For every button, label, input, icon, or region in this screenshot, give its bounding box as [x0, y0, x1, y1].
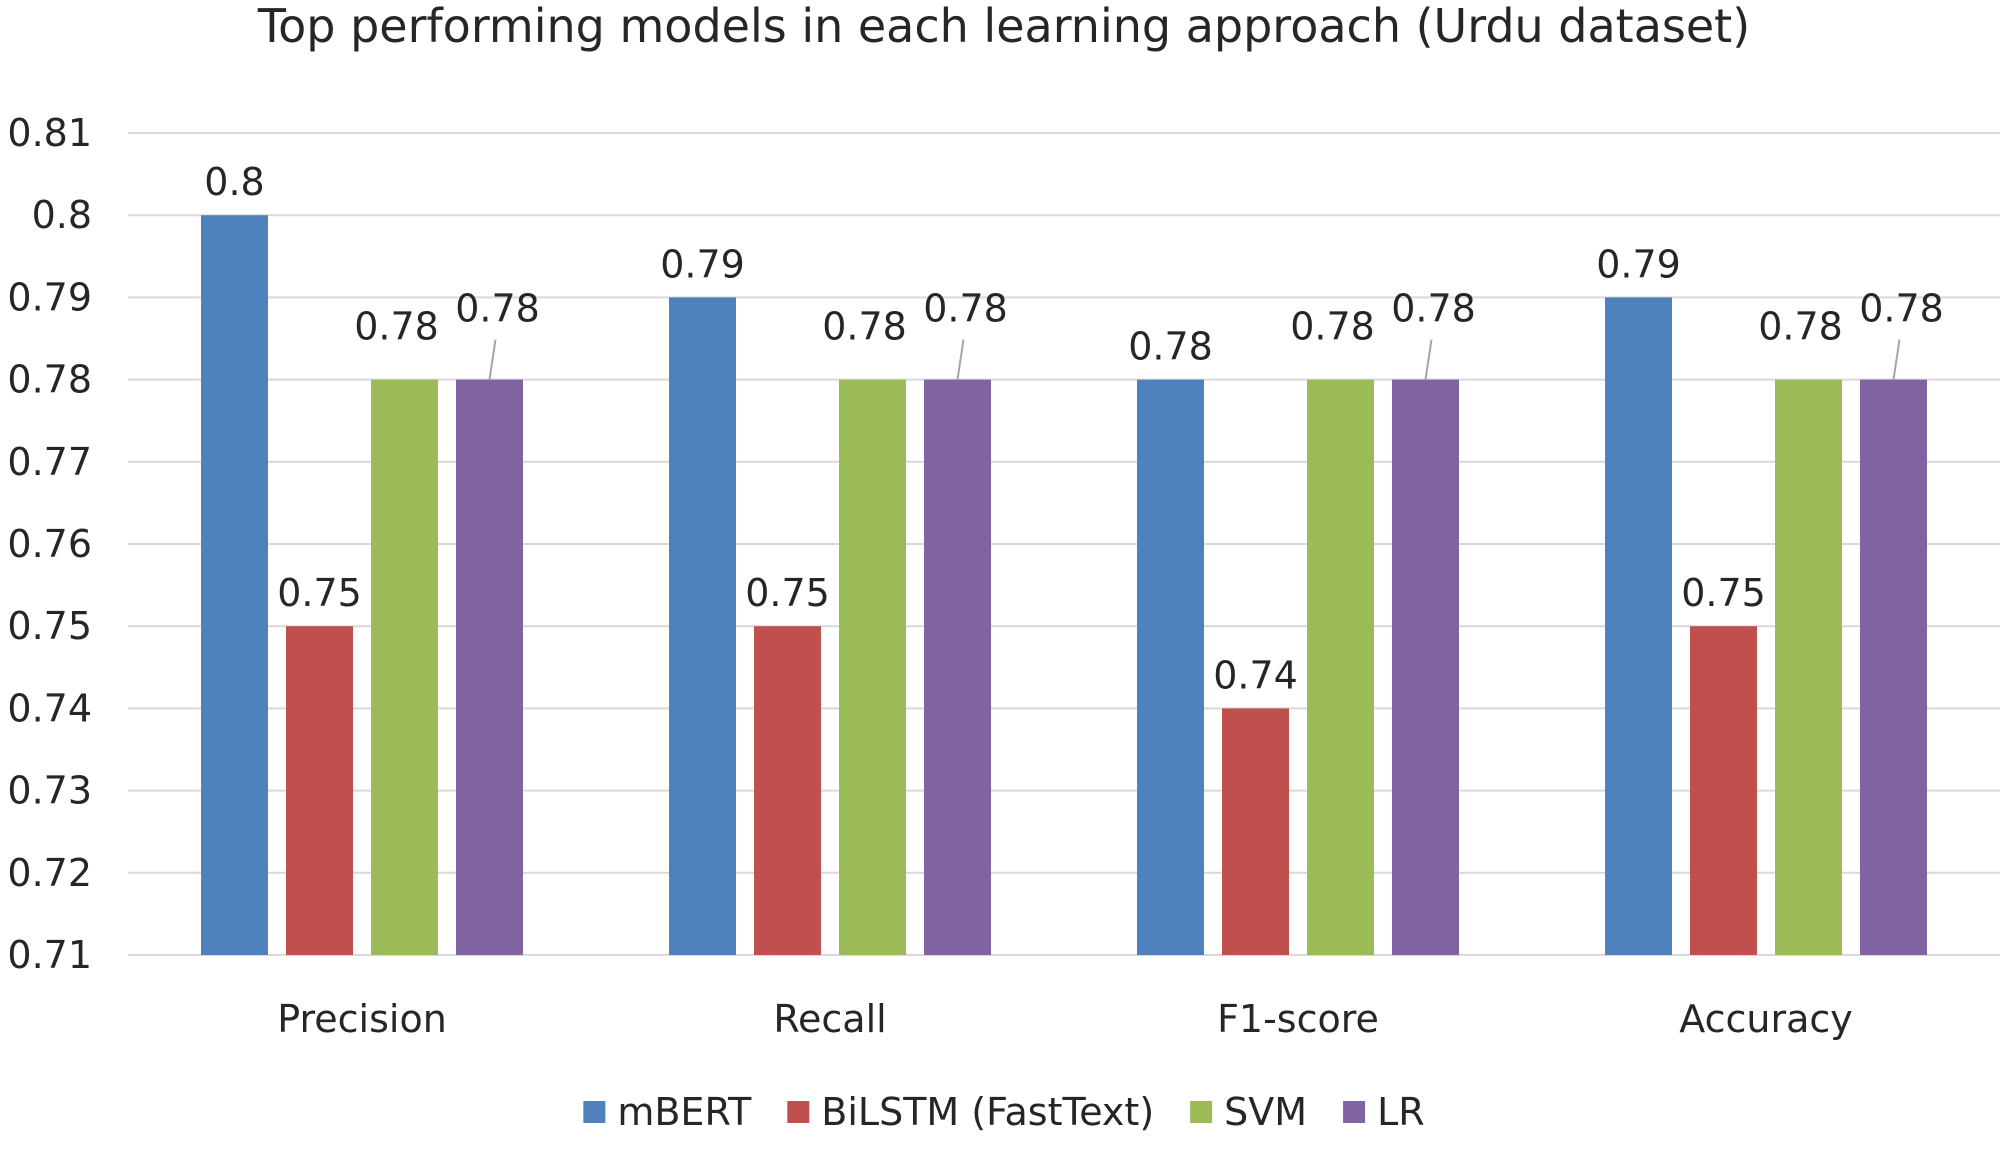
- data-labels: 0.8 0.75 0.78 0.78 0.79 0.75 0.78 0.78 0.78 0.74 0…: [204, 160, 1944, 697]
- data-label: 0.78: [1290, 305, 1375, 349]
- data-label: 0.79: [660, 242, 745, 286]
- data-label: 0.78: [822, 305, 907, 349]
- bar: [669, 297, 736, 955]
- data-label: 0.75: [745, 571, 830, 615]
- leader-line: [1424, 339, 1433, 380]
- x-category-label: Recall: [773, 997, 886, 1041]
- y-tick-label: 0.77: [7, 440, 92, 484]
- legend-swatch: [583, 1101, 606, 1123]
- x-category-label: F1-score: [1217, 997, 1379, 1041]
- y-tick-label: 0.79: [7, 275, 92, 319]
- y-tick-label: 0.76: [7, 522, 92, 566]
- data-label: 0.78: [1391, 287, 1476, 331]
- bar: [1775, 379, 1842, 956]
- legend-swatch: [787, 1101, 810, 1123]
- legend-label: SVM: [1224, 1090, 1307, 1134]
- data-label: 0.74: [1213, 653, 1298, 697]
- bar: [1307, 379, 1374, 956]
- data-label: 0.8: [204, 160, 264, 204]
- bar: [839, 379, 906, 956]
- y-tick-label: 0.78: [7, 358, 92, 402]
- bar: [286, 626, 353, 955]
- data-label: 0.79: [1596, 242, 1681, 286]
- legend-swatch: [1190, 1101, 1213, 1123]
- bar: [371, 379, 438, 956]
- data-label: 0.75: [277, 571, 362, 615]
- y-tick-label: 0.81: [7, 111, 92, 155]
- data-label: 0.78: [923, 287, 1008, 331]
- bar: [754, 626, 821, 955]
- y-tick-label: 0.71: [7, 933, 92, 977]
- y-tick-label: 0.8: [32, 193, 92, 237]
- bar: [1690, 626, 1757, 955]
- bar: [1392, 379, 1459, 956]
- data-label: 0.75: [1681, 571, 1766, 615]
- legend-label: mBERT: [617, 1090, 752, 1134]
- data-label: 0.78: [1758, 305, 1843, 349]
- bar: [1605, 297, 1672, 955]
- x-category-label: Accuracy: [1679, 997, 1853, 1041]
- y-tick-label: 0.72: [7, 851, 92, 895]
- bar: [1860, 379, 1927, 956]
- bar: [201, 215, 268, 955]
- bar: [456, 379, 523, 956]
- leader-line: [956, 339, 965, 380]
- gridlines: [128, 132, 2000, 956]
- data-label: 0.78: [1859, 287, 1944, 331]
- bar: [1137, 379, 1204, 956]
- bars: [201, 215, 1927, 956]
- chart-title: Top performing models in each learning a…: [257, 0, 1750, 53]
- bar: [924, 379, 991, 956]
- y-tick-label: 0.73: [7, 769, 92, 813]
- data-label: 0.78: [354, 305, 439, 349]
- leader-line: [1892, 339, 1901, 380]
- legend-label: BiLSTM (FastText): [821, 1090, 1154, 1134]
- legend-label: LR: [1377, 1090, 1425, 1134]
- leader-line: [488, 339, 497, 380]
- y-tick-label: 0.74: [7, 686, 92, 730]
- data-label: 0.78: [455, 287, 540, 331]
- x-axis-categories: Precision Recall F1-score Accuracy: [277, 997, 1853, 1041]
- y-axis-ticks: 0.81 0.8 0.79 0.78 0.77 0.76 0.75 0.74 0.73 0.72 0…: [7, 111, 92, 977]
- x-category-label: Precision: [277, 997, 447, 1041]
- legend-swatch: [1343, 1101, 1366, 1123]
- bar: [1222, 708, 1289, 955]
- y-tick-label: 0.75: [7, 604, 92, 648]
- data-label: 0.78: [1128, 325, 1213, 369]
- legend: mBERT BiLSTM (FastText) SVM LR: [583, 1090, 1425, 1134]
